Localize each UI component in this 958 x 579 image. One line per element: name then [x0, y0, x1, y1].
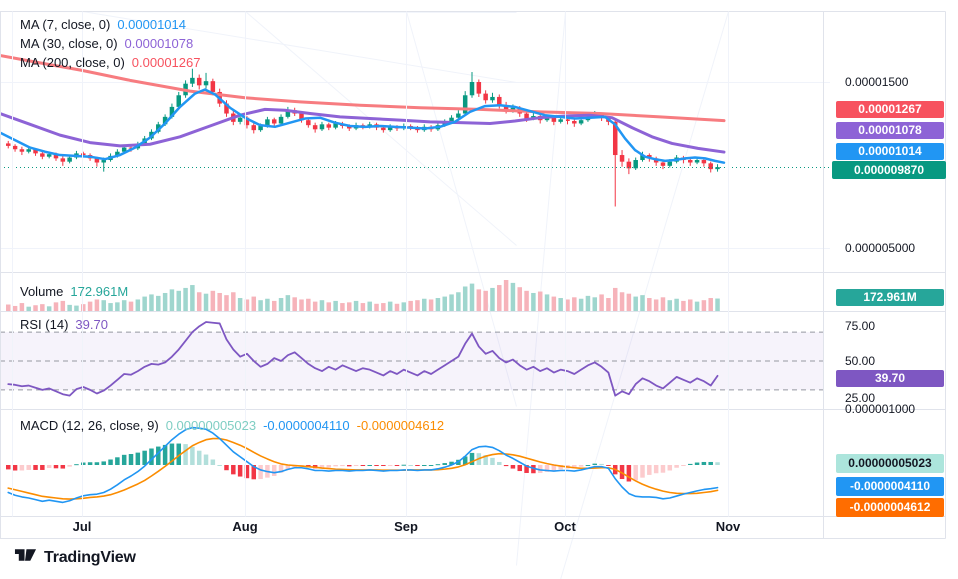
rsi-tick-50: 50.00 — [845, 354, 876, 368]
price-tick-5000: 0.000005000 — [845, 241, 916, 255]
tradingview-logo-icon — [14, 546, 37, 569]
last-price-badge: 0.000009870 — [832, 161, 946, 179]
volume-label: Volume — [20, 284, 64, 299]
legend-volume[interactable]: Volume 172.961M — [20, 284, 128, 299]
ma200-price-badge: 0.00001267 — [836, 101, 944, 118]
ma30-price-badge: 0.00001078 — [836, 122, 944, 139]
macd-line-badge: -0.0000004110 — [836, 477, 944, 496]
rsi-tick-25: 25.00 — [845, 391, 876, 405]
legend-ma200-label: MA (200, close, 0) — [20, 55, 125, 70]
indicator-legend: MA (7, close, 0) 0.00001014 MA (30, close… — [20, 15, 200, 72]
macd-line-value: -0.0000004110 — [263, 418, 350, 433]
legend-ma30-label: MA (30, close, 0) — [20, 36, 118, 51]
price-tick-15000: 0.00001500 — [845, 75, 909, 89]
rsi-label: RSI (14) — [20, 317, 69, 332]
month-label-jul: Jul — [72, 519, 92, 534]
legend-ma200[interactable]: MA (200, close, 0) 0.00001267 — [20, 53, 200, 72]
legend-macd[interactable]: MACD (12, 26, close, 9) 0.00000005023 -0.0… — [20, 418, 444, 433]
volume-value: 172.961M — [70, 284, 129, 299]
macd-tick-top: 0.000001000 — [845, 402, 916, 416]
macd-label: MACD (12, 26, close, 9) — [20, 418, 159, 433]
legend-ma200-value: 0.00001267 — [131, 55, 201, 70]
month-label-nov: Nov — [715, 519, 741, 534]
month-label-oct: Oct — [554, 519, 576, 534]
month-label-aug: Aug — [232, 519, 258, 534]
legend-ma30[interactable]: MA (30, close, 0) 0.00001078 — [20, 34, 200, 53]
macd-signal-badge: -0.0000004612 — [836, 498, 944, 517]
macd-signal-value: -0.0000004612 — [356, 418, 445, 433]
tradingview-logo[interactable]: TradingView — [14, 546, 136, 569]
rsi-tick-75: 75.00 — [845, 319, 876, 333]
legend-rsi[interactable]: RSI (14) 39.70 — [20, 317, 108, 332]
legend-ma30-value: 0.00001078 — [124, 36, 194, 51]
legend-ma7[interactable]: MA (7, close, 0) 0.00001014 — [20, 15, 200, 34]
rsi-badge: 39.70 — [836, 370, 944, 387]
volume-badge: 172.961M — [836, 289, 944, 306]
macd-hist-value: 0.00000005023 — [165, 418, 257, 433]
tradingview-logo-text: TradingView — [44, 548, 136, 566]
rsi-value: 39.70 — [75, 317, 108, 332]
macd-hist-badge: 0.00000005023 — [836, 454, 944, 473]
legend-ma7-value: 0.00001014 — [117, 17, 186, 32]
month-label-sep: Sep — [394, 519, 418, 534]
ma7-price-badge: 0.00001014 — [836, 143, 944, 160]
legend-ma7-label: MA (7, close, 0) — [20, 17, 111, 32]
